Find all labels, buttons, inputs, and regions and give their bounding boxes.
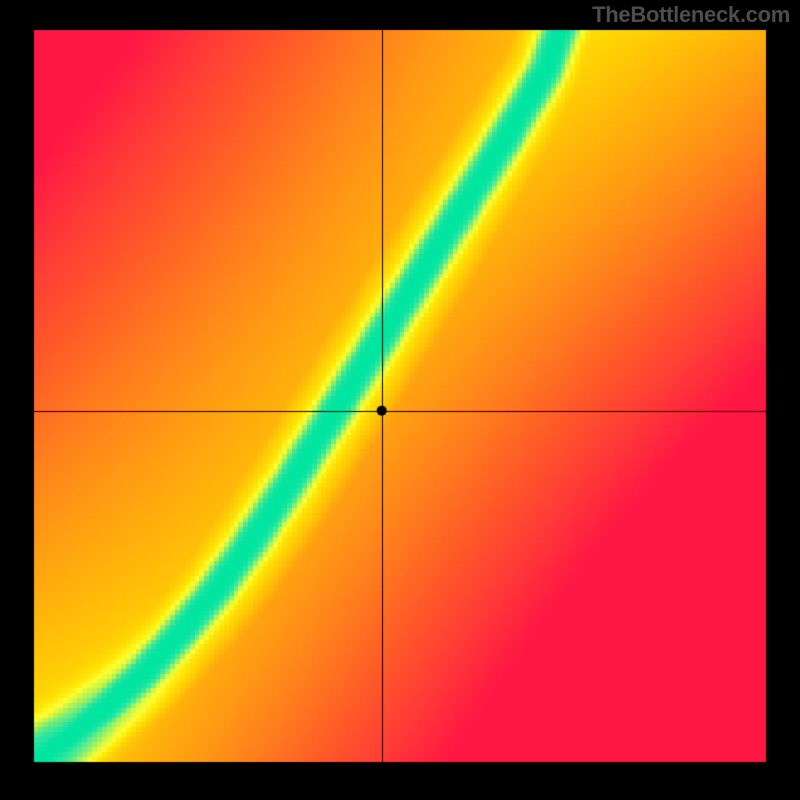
chart-container: TheBottleneck.com: [0, 0, 800, 800]
bottleneck-heatmap: [0, 0, 800, 800]
watermark-label: TheBottleneck.com: [592, 2, 790, 28]
